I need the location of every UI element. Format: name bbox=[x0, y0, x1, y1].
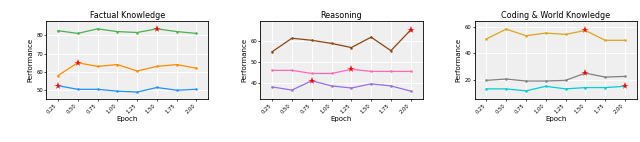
Y-axis label: Performance: Performance bbox=[28, 38, 33, 82]
Title: Coding & World Knowledge: Coding & World Knowledge bbox=[501, 11, 610, 20]
X-axis label: Epoch: Epoch bbox=[331, 116, 352, 122]
Y-axis label: Performance: Performance bbox=[456, 38, 462, 82]
X-axis label: Epoch: Epoch bbox=[116, 116, 138, 122]
Title: Reasoning: Reasoning bbox=[321, 11, 362, 20]
Title: Factual Knowledge: Factual Knowledge bbox=[90, 11, 165, 20]
Y-axis label: Performance: Performance bbox=[241, 38, 248, 82]
X-axis label: Epoch: Epoch bbox=[545, 116, 566, 122]
